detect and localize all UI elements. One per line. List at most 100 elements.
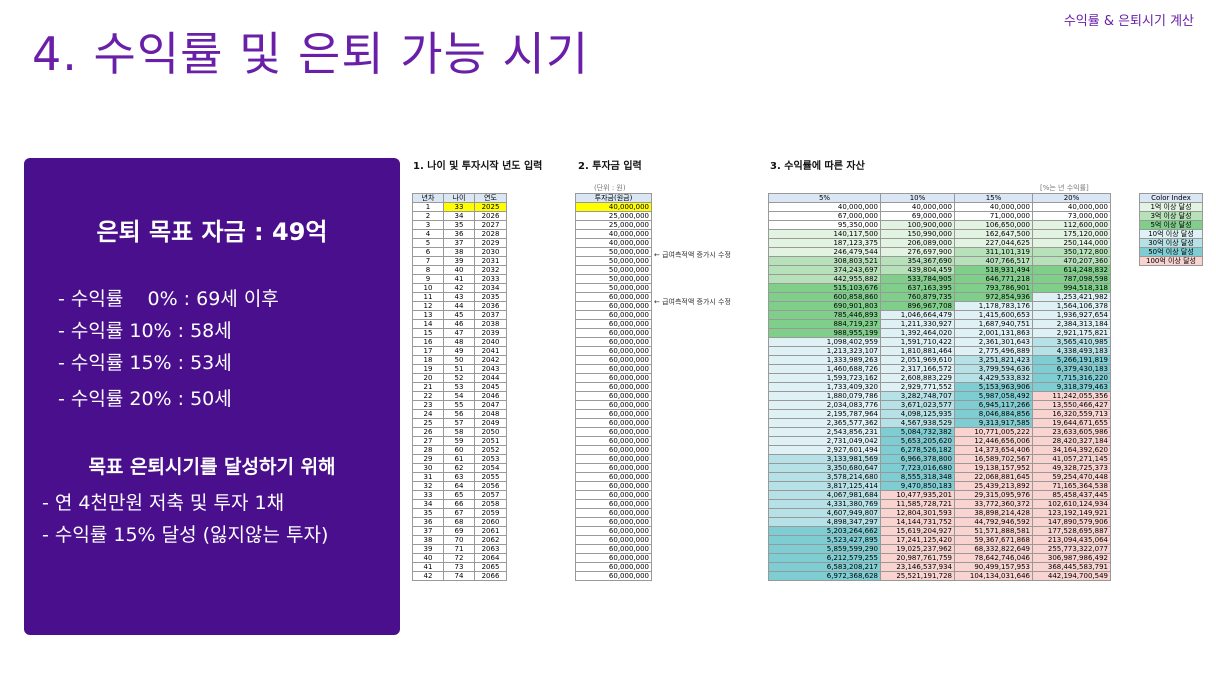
- year-index-cell: 36: [412, 517, 444, 527]
- table-row: 50,000,000: [575, 265, 652, 275]
- table-row: 7 39 2031: [412, 256, 507, 266]
- asset-cell-r10: 1,392,464,020: [880, 328, 955, 338]
- table-row: 2,365,577,362 4,567,938,529 9,313,917,585 1…: [768, 418, 1111, 428]
- table-row: 1,593,723,162 2,608,883,229 4,429,533,832 7…: [768, 373, 1111, 383]
- table-row: 95,350,000 100,900,000 106,650,000 112,600,…: [768, 220, 1111, 230]
- table-row: 34 66 2058: [412, 499, 507, 509]
- asset-cell-r15: 19,138,157,952: [954, 463, 1033, 473]
- table-row: 60,000,000: [575, 391, 652, 401]
- asset-cell-r5: 690,901,803: [768, 301, 881, 311]
- legend-row: 100억 이상 달성: [1139, 256, 1203, 266]
- asset-cell-r15: 78,642,746,046: [954, 553, 1033, 563]
- table-row: 11 43 2035: [412, 292, 507, 302]
- asset-cell-r15: 793,786,901: [954, 283, 1033, 293]
- asset-cell-r10: 17,241,125,420: [880, 535, 955, 545]
- table-row: 1,733,409,320 2,929,771,552 5,153,963,906 9…: [768, 382, 1111, 392]
- asset-cell-r20: 6,379,430,183: [1032, 364, 1111, 374]
- table-row: 246,479,544 276,697,900 311,101,319 350,172…: [768, 247, 1111, 257]
- asset-cell-r20: 5,266,191,819: [1032, 355, 1111, 365]
- asset-cell-r20: 71,165,364,538: [1032, 481, 1111, 491]
- asset-cell-r15: 51,571,888,581: [954, 526, 1033, 536]
- asset-cell-r10: 5,084,732,382: [880, 427, 955, 437]
- investment-cell: 60,000,000: [575, 346, 652, 356]
- table-row: 2,927,601,494 6,278,526,182 14,373,654,406…: [768, 445, 1111, 455]
- asset-cell-r10: 12,804,301,593: [880, 508, 955, 518]
- investment-cell: 60,000,000: [575, 391, 652, 401]
- asset-cell-r5: 140,117,500: [768, 229, 881, 239]
- asset-cell-r20: 994,518,318: [1032, 283, 1111, 293]
- calendar-year-cell: 2036: [474, 301, 507, 311]
- year-index-cell: 3: [412, 220, 444, 230]
- asset-cell-r20: 368,445,583,791: [1032, 562, 1111, 572]
- table-row: 6,212,579,255 20,987,761,759 78,642,746,04…: [768, 553, 1111, 563]
- year-index-cell: 8: [412, 265, 444, 275]
- table-row: 8 40 2032: [412, 265, 507, 275]
- asset-cell-r5: 5,203,264,662: [768, 526, 881, 536]
- table-row: 40,000,000: [575, 202, 652, 212]
- legend-title: Color Index: [1139, 193, 1203, 203]
- table-row: 13 45 2037: [412, 310, 507, 320]
- asset-cell-r10: 10,477,935,201: [880, 490, 955, 500]
- table-row: 4,607,949,807 12,804,301,593 38,898,214,42…: [768, 508, 1111, 518]
- legend-row: 30억 이상 달성: [1139, 238, 1203, 248]
- asset-cell-r5: 4,898,347,297: [768, 517, 881, 527]
- asset-cell-r10: 25,521,191,728: [880, 571, 955, 581]
- table-row: 32 64 2056: [412, 481, 507, 491]
- year-index-cell: 16: [412, 337, 444, 347]
- table-row: 50,000,000: [575, 283, 652, 293]
- table-row: 60,000,000: [575, 490, 652, 500]
- header-rate-20: 20%: [1032, 193, 1111, 203]
- calendar-year-cell: 2051: [474, 436, 507, 446]
- asset-cell-r5: 2,195,787,964: [768, 409, 881, 419]
- year-index-cell: 7: [412, 256, 444, 266]
- table-row: 35 67 2059: [412, 508, 507, 518]
- rate-line-15: - 수익률 15% : 53세: [58, 352, 232, 374]
- asset-cell-r20: 306,987,986,492: [1032, 553, 1111, 563]
- year-index-cell: 17: [412, 346, 444, 356]
- table-row: 6,972,368,628 25,521,191,728 104,134,031,6…: [768, 571, 1111, 581]
- table-row: 4,067,981,684 10,477,935,201 29,315,095,97…: [768, 490, 1111, 500]
- investment-cell: 60,000,000: [575, 535, 652, 545]
- age-cell: 69: [443, 526, 475, 536]
- asset-cell-r20: 59,254,470,448: [1032, 472, 1111, 482]
- asset-cell-r15: 2,001,131,863: [954, 328, 1033, 338]
- year-index-cell: 20: [412, 373, 444, 383]
- asset-cell-r5: 1,733,409,320: [768, 382, 881, 392]
- year-index-cell: 28: [412, 445, 444, 455]
- asset-cell-r15: 646,771,218: [954, 274, 1033, 284]
- year-index-cell: 26: [412, 427, 444, 437]
- asset-cell-r10: 9,470,850,183: [880, 481, 955, 491]
- table-row: 3,350,680,647 7,723,016,680 19,138,157,952…: [768, 463, 1111, 473]
- asset-cell-r15: 5,153,963,906: [954, 382, 1033, 392]
- table-row: 15 47 2039: [412, 328, 507, 338]
- asset-cell-r15: 10,771,005,222: [954, 427, 1033, 437]
- legend-item: 100억 이상 달성: [1139, 256, 1203, 266]
- calendar-year-cell: 2066: [474, 571, 507, 581]
- investment-cell: 60,000,000: [575, 301, 652, 311]
- asset-cell-r10: 1,211,330,927: [880, 319, 955, 329]
- table-row: 3 35 2027: [412, 220, 507, 230]
- table-row: 33 65 2057: [412, 490, 507, 500]
- calendar-year-cell: 2030: [474, 247, 507, 257]
- asset-cell-r20: 350,172,800: [1032, 247, 1111, 257]
- table-row: 60,000,000: [575, 418, 652, 428]
- asset-cell-r5: 600,858,860: [768, 292, 881, 302]
- asset-cell-r20: 28,420,327,184: [1032, 436, 1111, 446]
- asset-cell-r5: 6,972,368,628: [768, 571, 881, 581]
- corner-label: 수익률 & 은퇴시기 계산: [1063, 14, 1194, 29]
- table-row: 30 62 2054: [412, 463, 507, 473]
- table-row: 2,195,787,964 4,098,125,935 8,046,884,856 1…: [768, 409, 1111, 419]
- table-row: 884,719,237 1,211,330,927 1,687,940,751 2,3…: [768, 319, 1111, 329]
- age-cell: 63: [443, 472, 475, 482]
- investment-cell: 25,000,000: [575, 211, 652, 221]
- year-index-cell: 37: [412, 526, 444, 536]
- year-index-cell: 14: [412, 319, 444, 329]
- asset-cell-r20: 470,207,360: [1032, 256, 1111, 266]
- age-cell: 71: [443, 544, 475, 554]
- asset-cell-r5: 2,034,083,776: [768, 400, 881, 410]
- header-investment: 투자금(원금): [575, 193, 652, 203]
- asset-cell-r10: 1,591,710,422: [880, 337, 955, 347]
- age-cell: 39: [443, 256, 475, 266]
- asset-cell-r15: 8,046,884,856: [954, 409, 1033, 419]
- table-row: 60,000,000: [575, 364, 652, 374]
